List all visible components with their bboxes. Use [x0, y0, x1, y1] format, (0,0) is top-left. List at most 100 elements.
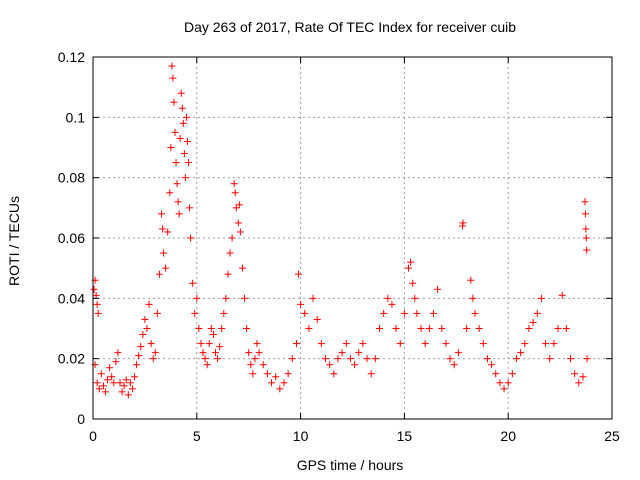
data-point [334, 355, 342, 363]
data-point [155, 270, 163, 278]
data-point [218, 325, 226, 332]
y-tick-label: 0.1 [66, 109, 86, 125]
grid-lines [93, 57, 612, 419]
data-point [247, 361, 255, 369]
data-point [529, 318, 537, 326]
data-point [581, 198, 589, 206]
data-point [338, 349, 346, 357]
x-tick-labels: 0 5 10 15 20 25 [89, 428, 620, 444]
data-point [471, 309, 479, 317]
data-point [288, 355, 296, 363]
data-point [363, 355, 371, 363]
data-point [172, 159, 180, 167]
data-point [351, 361, 359, 369]
data-point [179, 119, 187, 127]
data-point [284, 370, 292, 378]
y-tick-label: 0.04 [58, 290, 85, 306]
data-point [214, 355, 222, 363]
data-point [554, 325, 562, 332]
data-point [313, 315, 321, 323]
data-point [162, 264, 170, 272]
data-point [459, 219, 467, 227]
data-point [143, 325, 151, 332]
data-point [521, 340, 529, 348]
data-point [583, 355, 591, 363]
data-point [193, 294, 201, 302]
data-point [438, 325, 446, 332]
data-point [405, 264, 413, 272]
data-point [108, 373, 116, 381]
data-point [297, 300, 305, 308]
data-point [151, 349, 159, 357]
data-point [483, 355, 491, 363]
data-point [583, 246, 591, 254]
data-point [171, 128, 179, 136]
data-point [537, 294, 545, 302]
data-point [268, 379, 276, 387]
data-point [191, 309, 199, 317]
data-point [175, 210, 183, 218]
data-point [442, 340, 450, 348]
data-point [251, 355, 259, 363]
data-point [571, 370, 579, 378]
x-tick-label: 20 [500, 428, 516, 444]
data-point [209, 331, 217, 339]
data-point [421, 340, 429, 348]
data-point [367, 370, 375, 378]
axis-ticks [92, 56, 613, 420]
y-tick-label: 0.08 [58, 170, 85, 186]
data-point [234, 219, 242, 227]
data-point [380, 309, 388, 317]
data-point [467, 276, 475, 284]
data-point [582, 225, 590, 233]
data-point [236, 228, 244, 236]
data-point [112, 358, 120, 366]
data-point [201, 355, 209, 363]
data-point [375, 325, 383, 332]
data-point [158, 210, 166, 218]
data-point [342, 340, 350, 348]
data-point [542, 340, 550, 348]
data-point [232, 204, 240, 212]
data-point [392, 325, 400, 332]
data-point [93, 300, 101, 308]
data-point [110, 379, 118, 387]
data-point [173, 180, 181, 188]
data-point [181, 174, 189, 182]
data-point [92, 291, 100, 299]
data-point [272, 373, 280, 381]
data-point [579, 373, 587, 381]
data-point [170, 98, 178, 106]
data-point [228, 234, 236, 242]
data-point [245, 349, 253, 357]
data-point [371, 355, 379, 363]
data-point [454, 349, 462, 357]
data-point [582, 234, 590, 242]
data-point [224, 270, 232, 278]
data-point [500, 385, 508, 393]
data-point [99, 382, 107, 390]
y-tick-label: 0.02 [58, 351, 85, 367]
x-tick-label: 25 [604, 428, 620, 444]
data-point [222, 294, 230, 302]
data-point [562, 325, 570, 332]
data-point [575, 379, 583, 387]
data-point [197, 340, 205, 348]
data-point [508, 370, 516, 378]
data-point [220, 309, 228, 317]
data-point [425, 325, 433, 332]
data-point [492, 370, 500, 378]
data-point [263, 370, 271, 378]
data-point [207, 325, 215, 332]
data-point [114, 349, 122, 357]
data-point [295, 270, 303, 278]
data-point [434, 285, 442, 293]
data-point [546, 355, 554, 363]
data-point [504, 379, 512, 387]
data-point [184, 159, 192, 167]
data-point [309, 294, 317, 302]
x-tick-label: 0 [89, 428, 97, 444]
data-point [230, 180, 238, 188]
data-point [411, 294, 419, 302]
